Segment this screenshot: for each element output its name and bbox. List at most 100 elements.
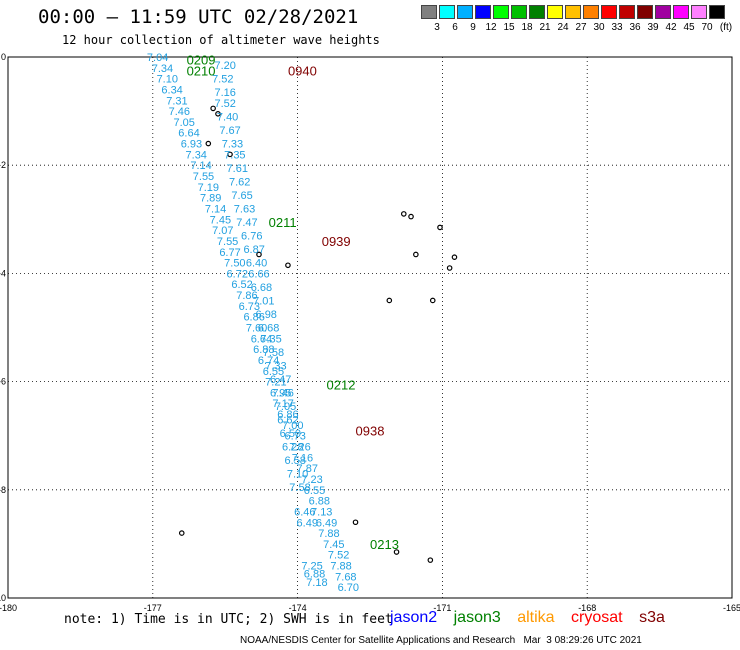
wave-height-value: 7.14 (205, 203, 226, 215)
wave-height-value: 6.47 (270, 374, 291, 386)
wave-height-value: 6.46 (294, 506, 315, 518)
wave-height-value: 7.86 (236, 290, 257, 302)
wave-height-value: 7.55 (217, 236, 238, 248)
lat-tick-label: -6 (0, 377, 6, 387)
wave-height-value: 7.14 (190, 160, 211, 172)
scale-swatch (709, 5, 725, 19)
satellite-legend: jason2 jason3 altika cryosat s3a (390, 609, 677, 627)
wave-height-value: 6.58 (284, 455, 305, 467)
island-outline (227, 151, 233, 158)
wave-height-value: 7.16 (292, 452, 313, 464)
scale-label: 21 (539, 22, 551, 33)
scale-label: 9 (470, 22, 476, 33)
wave-height-value: 7.40 (217, 112, 238, 124)
wave-height-value: 7.52 (214, 98, 235, 110)
lat-tick-label: -4 (0, 268, 6, 278)
wave-height-value: 7.26 (289, 442, 310, 454)
scale-swatch (511, 5, 527, 19)
island-outline (429, 297, 436, 304)
island-outline (393, 549, 400, 555)
island-outline (427, 557, 434, 563)
wave-height-value: 7.23 (301, 474, 322, 486)
wave-height-value: 6.55 (263, 366, 284, 378)
wave-height-value: 7.07 (212, 225, 233, 237)
wave-height-value: 6.88 (253, 344, 274, 356)
wave-height-value: 6.55 (304, 485, 325, 497)
legend-cryosat: cryosat (571, 609, 623, 626)
wave-height-value: 6.49 (297, 517, 318, 529)
wave-height-value: 7.04 (147, 52, 168, 64)
wave-height-value: 7.19 (198, 182, 219, 194)
scale-swatch (565, 5, 581, 19)
units-note: note: 1) Time is in UTC; 2) SWH is in fe… (64, 612, 393, 627)
scale-swatch (493, 5, 509, 19)
wave-height-value: 7.05 (173, 117, 194, 129)
island-outline (215, 111, 221, 117)
wave-height-value: 7.21 (265, 377, 286, 389)
wave-height-value: 7.17 (272, 398, 293, 410)
wave-height-value: 7.62 (229, 176, 250, 188)
wave-height-value: 6.40 (246, 258, 267, 270)
scale-label: 39 (647, 22, 659, 33)
wave-height-value: 7.47 (236, 217, 257, 229)
lon-tick-label: -171 (433, 603, 451, 613)
wave-height-value: 6.66 (248, 268, 269, 280)
wave-height-value: 7.67 (219, 125, 240, 137)
scale-label: 70 (701, 22, 713, 33)
wave-height-value: 7.87 (297, 463, 318, 475)
wave-height-value: 6.74 (258, 355, 279, 367)
wave-height-value: 6.52 (231, 279, 252, 291)
lat-tick-label: -2 (0, 160, 6, 170)
island-outline (386, 297, 393, 304)
pass-time-label: 0211 (269, 215, 297, 230)
wave-height-value: 6.86 (243, 312, 264, 324)
wave-height-value: 7.46 (272, 387, 293, 399)
wave-height-value: 6.68 (258, 323, 279, 335)
wave-height-value: 6.86 (277, 409, 298, 421)
island-outline (400, 211, 407, 217)
scale-swatch (583, 5, 599, 19)
scale-label: 30 (593, 22, 605, 33)
wave-height-value: 7.35 (260, 333, 281, 345)
wave-height-value: 6.50 (280, 428, 301, 440)
wave-height-value: 6.76 (241, 231, 262, 243)
credit-footer: NOAA/NESDIS Center for Satellite Applica… (240, 635, 642, 646)
wave-height-value: 7.00 (282, 420, 303, 432)
scale-swatch (457, 5, 473, 19)
legend-jason2: jason2 (390, 609, 438, 626)
wave-height-value: 6.98 (256, 309, 277, 321)
scale-label: 12 (485, 22, 497, 33)
wave-height-value: 7.46 (169, 106, 190, 118)
island-outline (210, 105, 216, 112)
lon-tick-label: -174 (289, 603, 307, 613)
wave-height-value: 6.34 (161, 84, 182, 96)
island-outline (285, 262, 291, 269)
scale-label: 36 (629, 22, 641, 33)
scale-unit: (ft) (719, 22, 733, 33)
wave-height-value: 7.16 (214, 87, 235, 99)
wave-height-value: 7.88 (330, 561, 351, 573)
wave-height-value: 7.61 (227, 163, 248, 175)
island-outline (408, 213, 414, 220)
wave-height-value: 7.10 (157, 74, 178, 86)
scale-label: 24 (557, 22, 569, 33)
island-outline (178, 530, 185, 536)
wave-height-value: 6.73 (239, 301, 260, 313)
wave-height-value: 6.77 (219, 247, 240, 259)
scale-swatch (475, 5, 491, 19)
wave-height-value: 7.45 (323, 539, 344, 551)
lat-tick-label: -8 (0, 485, 6, 495)
legend-s3a: s3a (639, 609, 665, 626)
scale-swatch (421, 5, 437, 19)
wave-height-value: 6.95 (270, 387, 291, 399)
scale-swatch (637, 5, 653, 19)
wave-height-value: 6.93 (181, 139, 202, 151)
scale-swatch (439, 5, 455, 19)
wave-height-value: 6.28 (282, 442, 303, 454)
pass-time-label: 0940 (288, 64, 317, 79)
wave-height-value: 7.10 (287, 469, 308, 481)
wave-height-value: 7.05 (275, 401, 296, 413)
scale-label: 15 (503, 22, 515, 33)
island-outline (446, 265, 453, 271)
island-outline (256, 251, 262, 258)
